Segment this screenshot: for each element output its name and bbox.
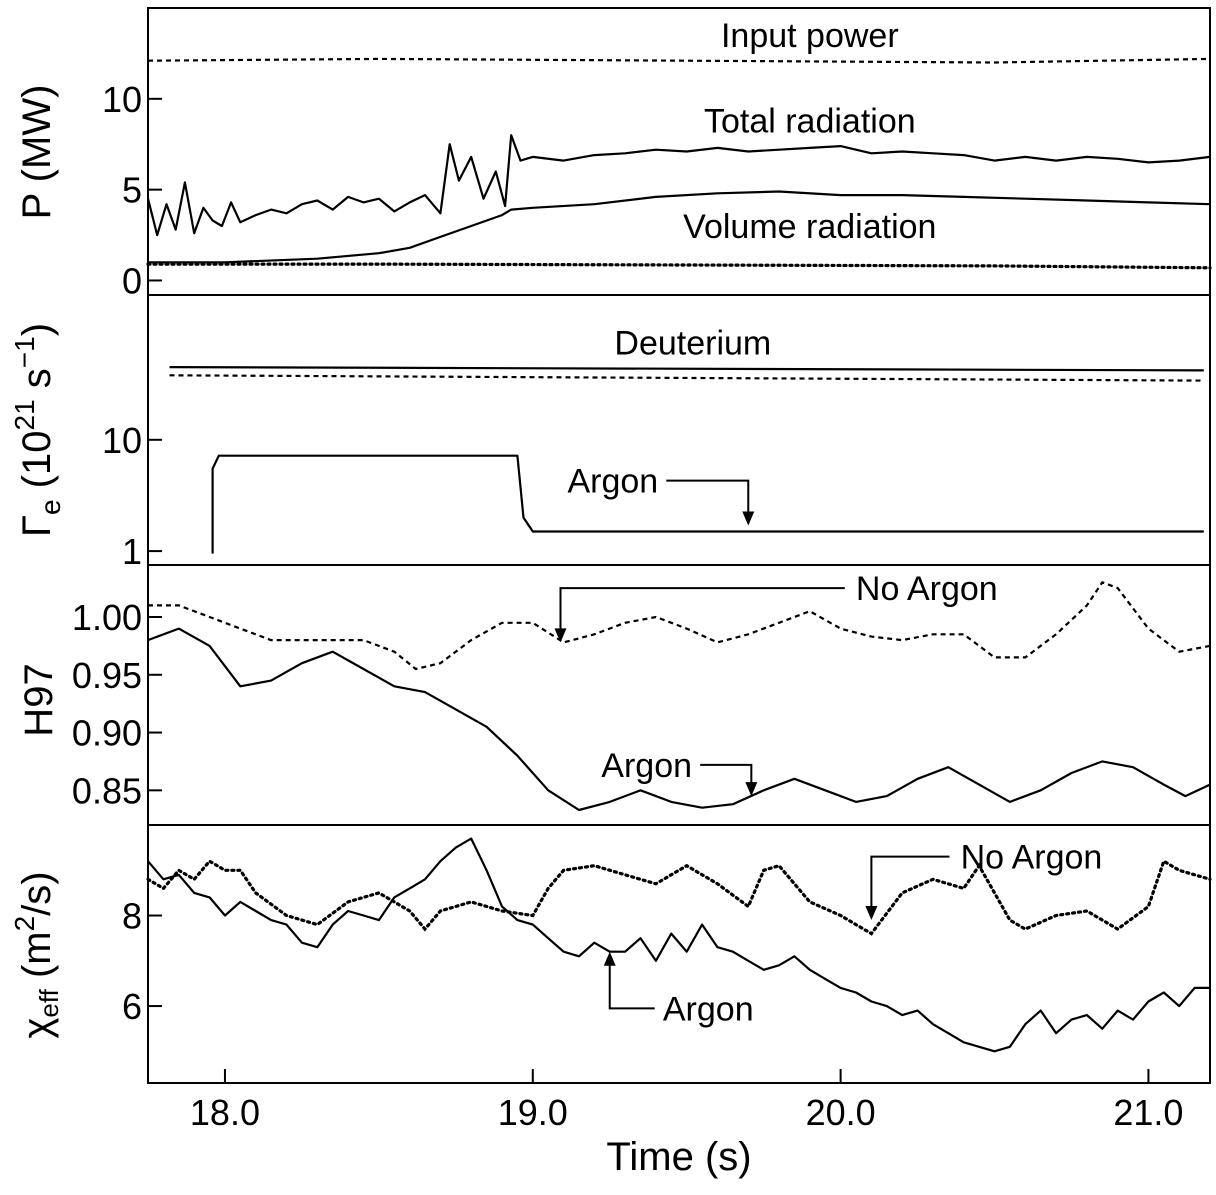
confinement-annotation-pointer [700,763,753,785]
power-series-volume-radiation [148,190,1211,264]
arrowhead-icon [745,782,758,797]
confinement-ytick-label: 1.00 [72,597,142,638]
confinement-ytick-label: 0.90 [72,713,142,754]
fueling-panel: 1 10 Deuterium Argon [102,324,1204,572]
power-series-3 [146,262,1212,270]
y-label-fueling-exponent: 21 [9,399,40,430]
diffusivity-ytick-label: 8 [122,896,142,937]
y-label-diffusivity: χeff (m2/s) [9,871,64,1038]
diffusivity-series-no-argon [146,858,1212,936]
diffusivity-panel: 6 8 No Argon Argon [122,837,1212,1053]
y-label-fueling-close: ) [15,323,59,336]
x-axis-label: Time (s) [606,1135,751,1179]
fueling-series-1 [169,374,1204,382]
power-annotation: Volume radiation [683,208,936,246]
arrowhead-icon [742,511,755,526]
power-ytick-label: 10 [102,79,142,120]
confinement-ytick-label: 0.85 [72,770,142,811]
x-tick-label: 19.0 [498,1092,568,1133]
fueling-annotation: Deuterium [614,324,771,362]
diffusivity-annotation-pointer [608,963,655,1010]
y-label-fueling: Γe (1021 s−1) [9,323,66,537]
fueling-series-argon [211,454,1204,554]
diffusivity-annotation: Argon [663,990,754,1028]
fueling-ytick-label: 10 [102,420,142,461]
y-label-power: P (MW) [15,85,59,220]
x-tick-label: 20.0 [806,1092,876,1133]
power-ytick-label: 5 [122,170,142,211]
fueling-annotation: Argon [567,463,658,501]
confinement-ytick-label: 0.95 [72,655,142,696]
x-axis: 18.0 19.0 20.0 21.0 [190,1069,1183,1133]
y-label-fueling-symbol: Γ [15,515,59,537]
diffusivity-annotation: No Argon [961,839,1103,877]
y-label-fueling-open: (10 [15,431,59,500]
confinement-annotation: Argon [601,747,692,785]
y-label-fueling-unit: s [15,368,59,399]
y-label-confinement: H97 [17,663,61,736]
diffusivity-panel-frame [147,824,1211,1084]
confinement-panel: 0.85 0.90 0.95 1.00 No Argon Argon [72,570,1211,812]
confinement-annotation: No Argon [856,570,998,608]
y-label-diffusivity-open: (m [15,931,59,989]
x-tick-label: 21.0 [1113,1092,1183,1133]
diffusivity-ytick-label: 6 [122,986,142,1027]
y-label-diffusivity-subscript: eff [34,988,64,1017]
y-label-diffusivity-exponent: 2 [9,916,40,932]
y-label-diffusivity-symbol: χ [15,1018,59,1039]
x-tick-label: 18.0 [190,1092,260,1133]
confinement-annotation-pointer [559,587,845,631]
power-series-total-radiation [146,134,1211,237]
power-annotation: Input power [721,17,899,55]
y-label-fueling-subscript: e [35,499,66,515]
diffusivity-series-argon [147,837,1210,1053]
y-label-diffusivity-unit: /s) [15,871,59,915]
confinement-series-no-argon [148,580,1211,671]
arrowhead-icon [554,628,567,643]
power-series-input-power [147,57,1211,64]
fueling-annotation-pointer [666,479,750,514]
arrowhead-icon [865,906,878,921]
fueling-series-deuterium [169,366,1204,372]
power-annotation: Total radiation [704,103,916,141]
power-panel: 0 5 10 Input power Total radiation Volume rad… [102,17,1212,301]
arrowhead-icon [603,951,616,966]
power-ytick-label: 0 [122,260,142,301]
confinement-series-argon [147,627,1211,812]
diffusivity-annotation-pointer [870,855,950,909]
y-label-fueling-unit-exponent: −1 [9,336,40,368]
fueling-ytick-label: 1 [122,531,142,572]
